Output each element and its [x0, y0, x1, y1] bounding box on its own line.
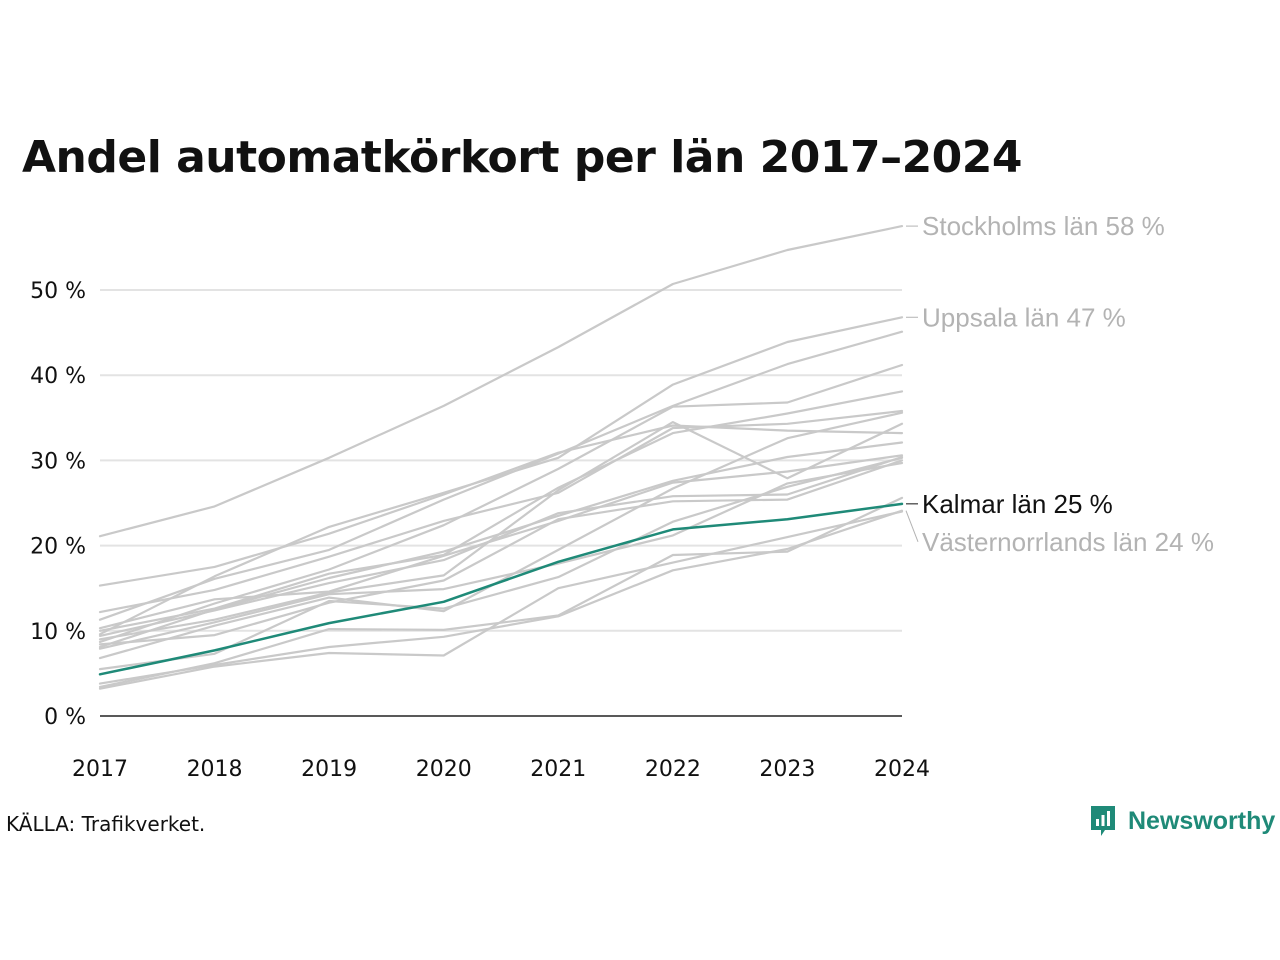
- series-labels: Stockholms län 58 % Uppsala län 47 % Kalma…: [905, 211, 1214, 557]
- x-tick-label: 2023: [759, 757, 815, 782]
- brand-name: Newsworthy: [1128, 806, 1276, 835]
- series-end-label: Kalmar län 25 %: [922, 489, 1113, 519]
- y-tick-label: 40 %: [30, 364, 86, 389]
- series-line: [98, 225, 904, 538]
- label-leader: [905, 510, 919, 543]
- series-line: [98, 456, 904, 671]
- source-note: KÄLLA: Trafikverket.: [6, 812, 206, 836]
- series-line: [98, 455, 904, 638]
- series-line: [98, 390, 904, 632]
- y-tick-label: 20 %: [30, 535, 86, 560]
- y-tick-label: 0 %: [44, 705, 86, 730]
- x-axis-ticks: 2017 2018 2019 2020 2021 2022 2023 2024: [72, 757, 930, 782]
- x-tick-label: 2019: [301, 757, 357, 782]
- y-tick-label: 30 %: [30, 449, 86, 474]
- series-end-label: Västernorrlands län 24 %: [922, 527, 1214, 557]
- y-axis-ticks: 0 % 10 % 20 % 30 % 40 % 50 %: [30, 279, 86, 730]
- series-line: [98, 509, 904, 685]
- brand-logo[interactable]: Newsworthy: [1088, 804, 1275, 838]
- x-tick-label: 2020: [416, 757, 472, 782]
- series-line: [98, 459, 904, 646]
- series-end-label: Stockholms län 58 %: [922, 211, 1165, 241]
- y-tick-label: 50 %: [30, 279, 86, 304]
- x-tick-label: 2024: [874, 757, 930, 782]
- x-tick-label: 2022: [645, 757, 701, 782]
- series-line: [98, 316, 904, 636]
- series-end-label: Uppsala län 47 %: [922, 302, 1126, 332]
- series-line: [98, 454, 904, 630]
- chart-title: Andel automatkörkort per län 2017–2024: [22, 132, 1023, 183]
- x-tick-label: 2018: [187, 757, 243, 782]
- x-tick-label: 2021: [530, 757, 586, 782]
- series-line: [98, 441, 904, 649]
- x-tick-label: 2017: [72, 757, 128, 782]
- series-line: [98, 330, 904, 621]
- y-tick-label: 10 %: [30, 620, 86, 645]
- series-line: [98, 424, 904, 587]
- series-lines: [98, 225, 904, 690]
- series-line-highlight: [98, 502, 904, 676]
- series-line: [98, 409, 904, 614]
- newsworthy-logo-icon: [1091, 806, 1115, 836]
- series-line: [98, 510, 904, 690]
